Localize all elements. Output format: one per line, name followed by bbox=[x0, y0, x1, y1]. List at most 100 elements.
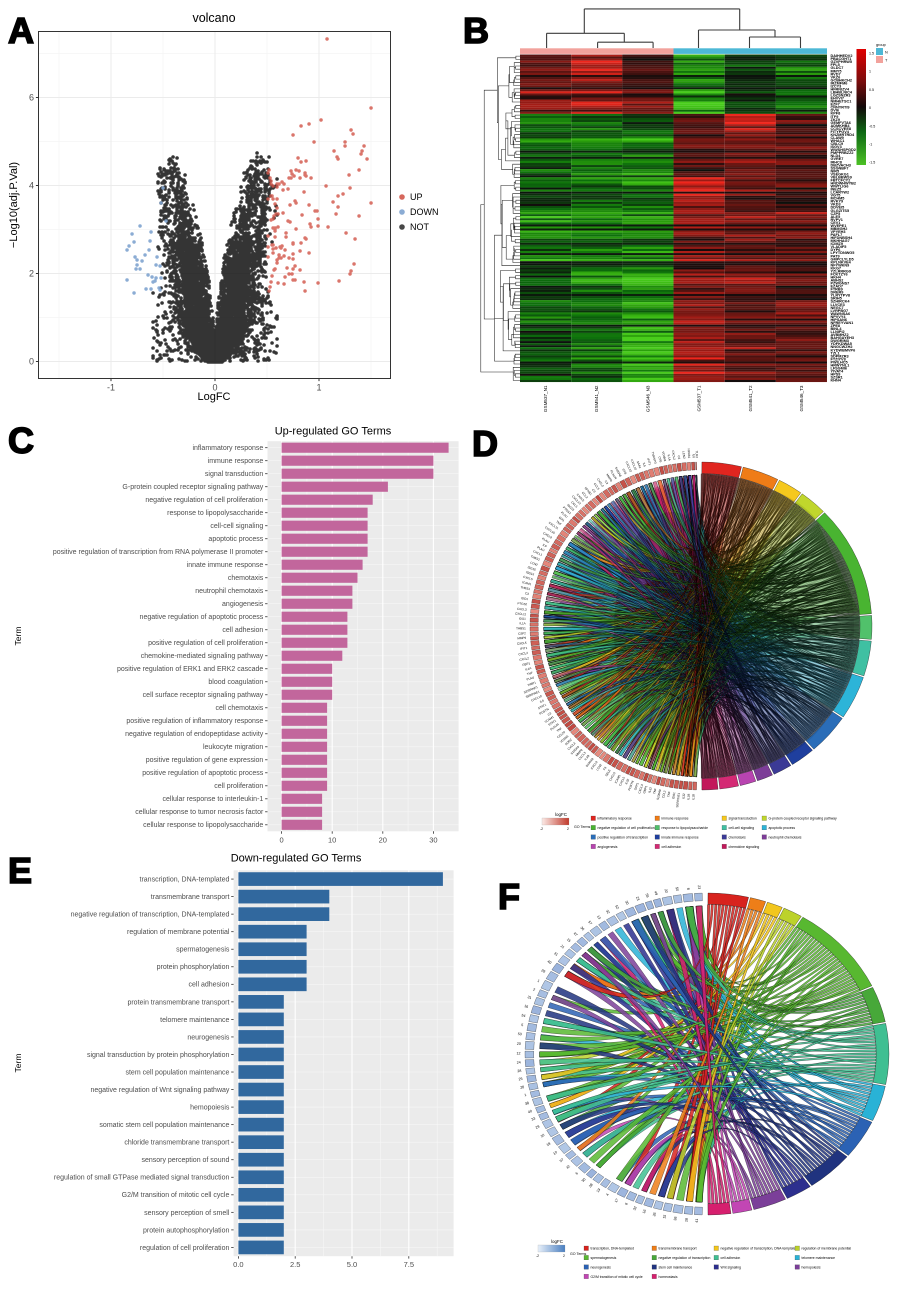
svg-text:PLAU: PLAU bbox=[536, 545, 545, 552]
svg-text:PLAUR: PLAUR bbox=[549, 722, 560, 732]
svg-text:10: 10 bbox=[540, 1133, 545, 1138]
svg-text:IL32: IL32 bbox=[647, 786, 653, 793]
svg-text:regulation of small GTPase med: regulation of small GTPase mediated sign… bbox=[54, 1175, 230, 1182]
svg-text:NLD4: NLD4 bbox=[831, 154, 842, 158]
svg-text:Term: Term bbox=[13, 627, 23, 646]
svg-text:GO Terms: GO Terms bbox=[570, 1252, 587, 1256]
svg-text:angiogenesis: angiogenesis bbox=[222, 601, 264, 608]
svg-text:BAHGAYEH3: BAHGAYEH3 bbox=[831, 336, 855, 340]
svg-text:19: 19 bbox=[596, 1188, 602, 1194]
svg-text:signal transduction: signal transduction bbox=[729, 817, 757, 821]
svg-text:CXCL3: CXCL3 bbox=[517, 607, 527, 612]
svg-text:DVI6: DVI6 bbox=[831, 109, 839, 113]
svg-text:neutrophil chemotaxis: neutrophil chemotaxis bbox=[195, 588, 264, 595]
svg-text:10: 10 bbox=[328, 835, 336, 844]
svg-text:CXCL10: CXCL10 bbox=[530, 694, 542, 703]
svg-text:immune response: immune response bbox=[662, 817, 689, 821]
svg-text:30: 30 bbox=[581, 1177, 587, 1183]
svg-text:INEZ5: INEZ5 bbox=[831, 188, 842, 192]
svg-text:C3: C3 bbox=[547, 711, 553, 717]
svg-text:logFC: logFC bbox=[555, 812, 568, 817]
svg-text:NOT: NOT bbox=[410, 222, 430, 232]
svg-text:15: 15 bbox=[566, 937, 572, 943]
svg-text:CBLC9: CBLC9 bbox=[831, 142, 844, 146]
svg-text:blood coagulation: blood coagulation bbox=[208, 679, 263, 686]
svg-text:VPYEH3: VPYEH3 bbox=[831, 230, 846, 234]
svg-text:S100A9: S100A9 bbox=[656, 789, 662, 801]
svg-text:ALE5: ALE5 bbox=[831, 215, 841, 219]
svg-text:38: 38 bbox=[524, 1101, 529, 1106]
svg-text:54: 54 bbox=[521, 1013, 526, 1018]
svg-text:TZL1: TZL1 bbox=[831, 351, 840, 355]
svg-text:SOD2: SOD2 bbox=[564, 737, 573, 746]
svg-text:SSGNBF7: SSGNBF7 bbox=[831, 166, 849, 170]
svg-text:HPS9: HPS9 bbox=[831, 373, 841, 377]
svg-text:12: 12 bbox=[517, 1052, 521, 1056]
svg-text:T: T bbox=[885, 59, 888, 63]
svg-text:S100A9: S100A9 bbox=[570, 745, 581, 756]
svg-text:41: 41 bbox=[695, 1219, 699, 1223]
svg-text:TNF: TNF bbox=[526, 671, 533, 676]
svg-text:ZPE8: ZPE8 bbox=[831, 324, 841, 328]
svg-text:MMP9: MMP9 bbox=[605, 473, 613, 483]
svg-text:PAT9: PAT9 bbox=[831, 254, 840, 258]
svg-text:CXCL2: CXCL2 bbox=[518, 651, 529, 657]
svg-text:G-protein coupled receptor sig: G-protein coupled receptor signaling pat… bbox=[122, 484, 263, 491]
svg-text:2: 2 bbox=[532, 987, 535, 991]
svg-text:SRIH5: SRIH5 bbox=[831, 297, 842, 301]
svg-text:protein phosphorylation: protein phosphorylation bbox=[157, 964, 230, 971]
svg-text:NEGC7: NEGC7 bbox=[831, 306, 844, 310]
svg-text:Down-regulated GO Terms: Down-regulated GO Terms bbox=[231, 853, 362, 865]
svg-text:C: C bbox=[8, 420, 34, 461]
svg-text:32: 32 bbox=[633, 1206, 638, 1211]
svg-text:KPLNKVE4: KPLNKVE4 bbox=[831, 260, 852, 264]
svg-text:positive regulation of gene ex: positive regulation of gene expression bbox=[146, 757, 264, 764]
svg-text:IFIT1: IFIT1 bbox=[646, 458, 652, 466]
svg-text:18: 18 bbox=[546, 1142, 552, 1148]
svg-text:16: 16 bbox=[642, 1209, 647, 1214]
svg-text:TNF: TNF bbox=[556, 726, 563, 733]
svg-text:40: 40 bbox=[547, 959, 553, 965]
svg-text:4: 4 bbox=[29, 181, 34, 191]
svg-text:response to lipopolysaccharide: response to lipopolysaccharide bbox=[167, 510, 263, 517]
svg-text:negative regulation of apoptot: negative regulation of apoptotic process bbox=[140, 614, 264, 621]
svg-text:IFIT1: IFIT1 bbox=[520, 646, 528, 651]
svg-text:chloride transmembrane transpo: chloride transmembrane transport bbox=[124, 1140, 229, 1147]
svg-text:ICIMZ9: ICIMZ9 bbox=[831, 242, 843, 246]
svg-text:sensory perception of smell: sensory perception of smell bbox=[144, 1210, 230, 1217]
svg-text:CXCL11: CXCL11 bbox=[548, 521, 560, 531]
svg-text:IL6: IL6 bbox=[539, 698, 545, 704]
svg-text:RVPV1: RVPV1 bbox=[831, 218, 843, 222]
svg-text:VKZ6: VKZ6 bbox=[831, 75, 841, 79]
svg-text:GSM541_N2: GSM541_N2 bbox=[594, 385, 599, 412]
svg-text:negative regulation of endopep: negative regulation of endopeptidase act… bbox=[125, 731, 264, 738]
svg-text:2: 2 bbox=[29, 269, 34, 279]
svg-text:F3: F3 bbox=[602, 766, 607, 771]
svg-text:WWSHSPGD2: WWSHSPGD2 bbox=[831, 148, 856, 152]
svg-text:FTRB9: FTRB9 bbox=[831, 288, 843, 292]
svg-text:LLVCE3: LLVCE3 bbox=[831, 303, 845, 307]
svg-text:C3: C3 bbox=[591, 488, 597, 494]
svg-text:POSTN: POSTN bbox=[539, 707, 550, 716]
svg-text:GZVPHRW5: GZVPHRW5 bbox=[831, 60, 852, 64]
svg-text:D: D bbox=[472, 423, 498, 464]
svg-text:negative regulation of cell pr: negative regulation of cell proliferatio… bbox=[598, 826, 655, 830]
svg-text:MKHHAG7: MKHHAG7 bbox=[831, 239, 850, 243]
svg-text:negative regulation of transcr: negative regulation of transcription, DN… bbox=[721, 1247, 798, 1251]
svg-text:WAWNSA6: WAWNSA6 bbox=[831, 312, 851, 316]
svg-text:1: 1 bbox=[316, 383, 321, 393]
svg-text:0: 0 bbox=[869, 106, 871, 110]
svg-text:NFYWKN9: NFYWKN9 bbox=[831, 263, 850, 267]
svg-text:telomere maintenance: telomere maintenance bbox=[160, 1017, 229, 1024]
svg-text:SAA1: SAA1 bbox=[636, 460, 643, 469]
svg-text:innate immune response: innate immune response bbox=[187, 562, 264, 569]
svg-text:spermatogenesis: spermatogenesis bbox=[176, 947, 230, 954]
svg-text:IL1B: IL1B bbox=[583, 754, 590, 761]
svg-text:2.5: 2.5 bbox=[290, 1260, 300, 1269]
svg-text:homeostasis: homeostasis bbox=[659, 1275, 678, 1279]
svg-text:CSF2: CSF2 bbox=[518, 631, 526, 635]
svg-text:1.5: 1.5 bbox=[869, 52, 874, 56]
svg-text:WHAC1: WHAC1 bbox=[831, 139, 845, 143]
svg-text:ABHS2: ABHS2 bbox=[831, 279, 844, 283]
svg-text:negative regulation of cell pr: negative regulation of cell proliferatio… bbox=[145, 497, 263, 504]
